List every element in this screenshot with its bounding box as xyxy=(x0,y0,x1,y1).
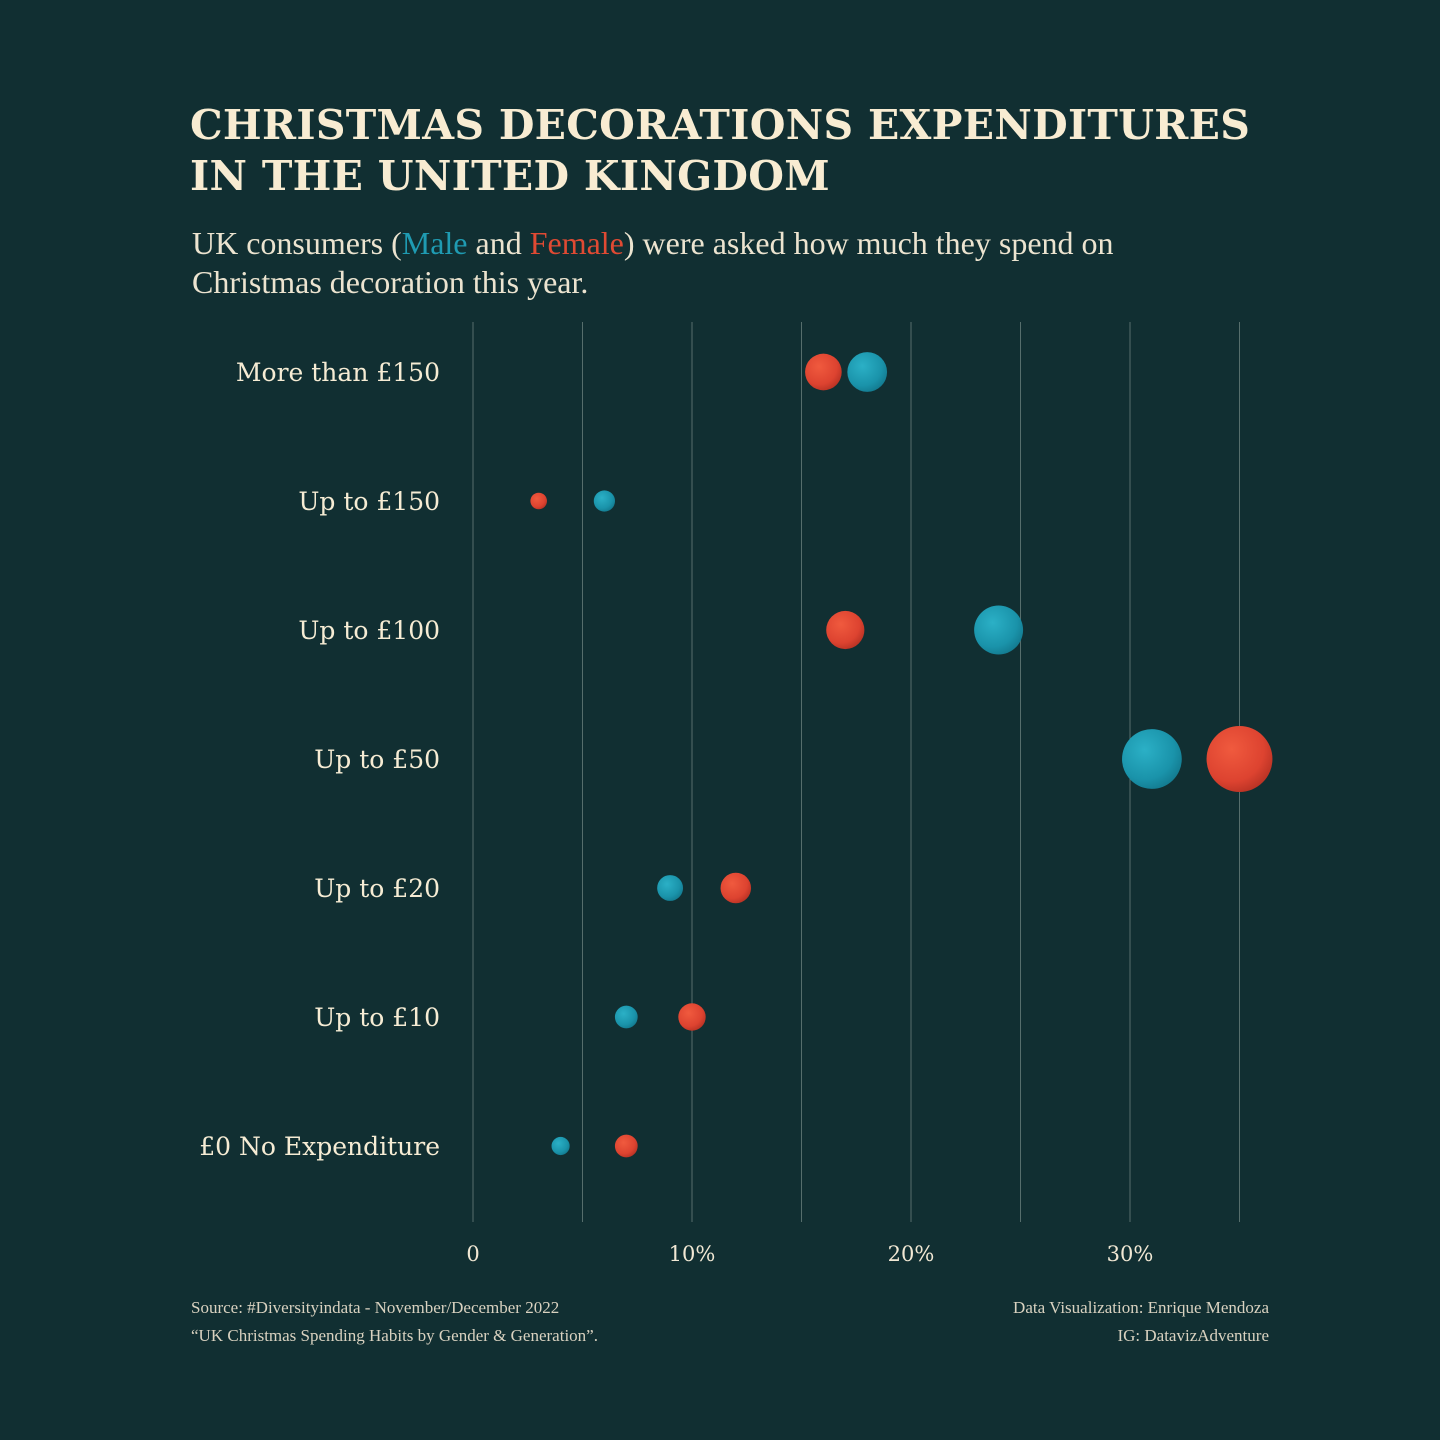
row-6: £0 No Expenditure xyxy=(199,1132,638,1161)
female-dot xyxy=(614,1134,638,1158)
row-label: Up to £150 xyxy=(298,487,440,516)
credit-line-2: IG: DatavizAdventure xyxy=(1117,1326,1269,1345)
gridlines xyxy=(472,322,1240,1222)
female-dot xyxy=(530,492,548,510)
chart-rows: More than £150 Up to £150 Up to £100 Up to … xyxy=(199,352,1273,1161)
x-tick-label-10: 10% xyxy=(669,1242,716,1266)
row-4: Up to £20 xyxy=(314,872,752,904)
row-2: Up to £100 xyxy=(298,605,1024,655)
row-label: Up to £50 xyxy=(314,745,440,774)
male-dot xyxy=(974,605,1024,655)
female-dot xyxy=(805,353,842,391)
row-3: Up to £50 xyxy=(314,726,1273,792)
subtitle-line-1: UK consumers (Male and Female) were aske… xyxy=(192,225,1114,261)
row-label: Up to £20 xyxy=(314,874,440,903)
row-0: More than £150 xyxy=(236,352,888,392)
chart-title: CHRISTMAS DECORATIONS EXPENDITURES IN TH… xyxy=(190,100,1290,202)
source-note: Source: #Diversityindata - November/Dece… xyxy=(191,1294,598,1350)
row-label: Up to £100 xyxy=(298,616,440,645)
source-line-2: “UK Christmas Spending Habits by Gender … xyxy=(191,1326,598,1345)
male-dot xyxy=(657,875,684,901)
title-line-2: IN THE UNITED KINGDOM xyxy=(190,152,830,200)
source-line-1: Source: #Diversityindata - November/Dece… xyxy=(191,1298,560,1317)
row-label: Up to £10 xyxy=(314,1003,440,1032)
x-tick-label-0: 0 xyxy=(466,1242,479,1266)
male-dot xyxy=(1122,729,1182,789)
female-dot xyxy=(678,1003,706,1031)
female-legend-word: Female xyxy=(529,225,624,261)
male-dot xyxy=(551,1136,570,1156)
subtitle-line-2: Christmas decoration this year. xyxy=(192,264,589,300)
row-1: Up to £150 xyxy=(298,487,616,516)
female-dot xyxy=(720,872,752,904)
female-dot xyxy=(826,610,865,650)
male-legend-word: Male xyxy=(401,225,468,261)
x-tick-label-30: 30% xyxy=(1107,1242,1154,1266)
chart-subtitle: UK consumers (Male and Female) were aske… xyxy=(192,224,1272,302)
row-label: £0 No Expenditure xyxy=(199,1132,440,1161)
male-dot xyxy=(847,352,888,392)
male-dot xyxy=(593,490,616,512)
x-axis-ticks: 0 10% 20% 30% xyxy=(466,1242,1153,1266)
x-tick-label-20: 20% xyxy=(888,1242,935,1266)
row-5: Up to £10 xyxy=(314,1003,706,1032)
credit-line-1: Data Visualization: Enrique Mendoza xyxy=(1013,1298,1269,1317)
credit-note: Data Visualization: Enrique Mendoza IG: … xyxy=(1013,1294,1269,1350)
title-line-1: CHRISTMAS DECORATIONS EXPENDITURES xyxy=(190,101,1251,149)
male-dot xyxy=(614,1005,638,1029)
female-dot xyxy=(1206,726,1273,792)
row-label: More than £150 xyxy=(236,358,440,387)
